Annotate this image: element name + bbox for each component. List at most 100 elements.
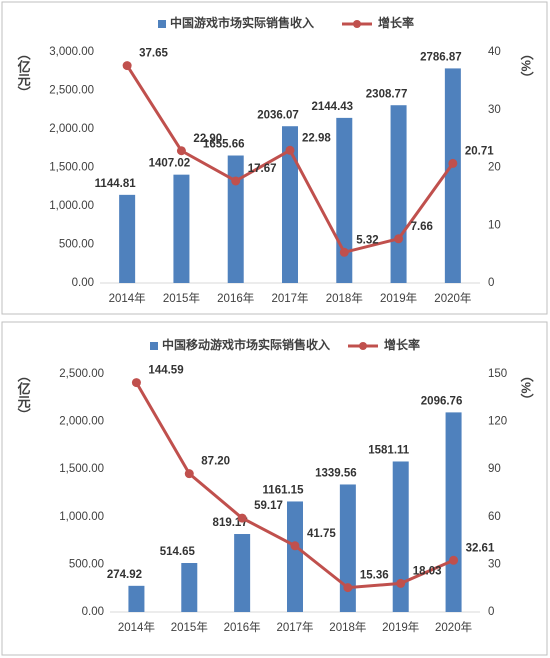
- line-marker: [339, 247, 349, 257]
- bar: [181, 563, 198, 612]
- x-tick-label: 2019年: [382, 620, 419, 634]
- y-tick-label: 2,500.00: [59, 368, 104, 380]
- x-tick-label: 2016年: [217, 291, 254, 305]
- bar-value-label: 274.92: [107, 569, 142, 581]
- bar-value-label: 1339.56: [315, 468, 357, 480]
- y-tick-label: 1,500.00: [59, 463, 104, 475]
- chart-frame: [1, 321, 548, 656]
- y-tick-label: 500.00: [69, 558, 104, 570]
- bar: [390, 105, 407, 284]
- legend-label: 中国游戏市场实际销售收入: [170, 15, 314, 30]
- bar-value-label: 2144.43: [311, 101, 353, 113]
- legend-marker: [359, 342, 367, 350]
- y2-tick-label: 0: [488, 606, 494, 618]
- y2-tick-label: 60: [488, 511, 501, 523]
- line-value-label: 5.32: [356, 234, 378, 246]
- y2-tick-label: 20: [488, 162, 501, 174]
- y-axis-label: （亿元）: [16, 369, 32, 421]
- y-tick-label: 2,000.00: [59, 416, 104, 428]
- bar: [336, 117, 353, 283]
- y-tick-label: 0.00: [72, 277, 94, 289]
- chart-frame: [1, 1, 548, 315]
- line-value-label: 59.17: [254, 500, 283, 512]
- x-tick-label: 2017年: [271, 291, 308, 305]
- line-value-label: 87.20: [201, 456, 230, 468]
- line-marker: [231, 176, 241, 186]
- y2-tick-label: 10: [488, 219, 501, 231]
- bar: [119, 194, 136, 283]
- line-value-label: 17.67: [248, 163, 277, 175]
- x-tick-label: 2020年: [435, 620, 472, 634]
- line-value-label: 15.36: [360, 570, 389, 582]
- line-value-label: 41.75: [307, 528, 336, 540]
- legend-label: 增长率: [384, 337, 420, 352]
- bar: [282, 126, 298, 283]
- legend-marker: [353, 20, 361, 28]
- y-tick-label: 0.00: [82, 606, 104, 618]
- bar: [287, 501, 303, 612]
- bar: [444, 68, 461, 283]
- bar-value-label: 2096.76: [421, 395, 463, 407]
- bar: [339, 484, 356, 612]
- bar-value-label: 1144.81: [95, 178, 137, 190]
- x-tick-label: 2016年: [224, 620, 261, 634]
- bar-value-label: 2036.07: [257, 109, 299, 121]
- y-tick-label: 2,000.00: [49, 123, 94, 135]
- x-tick-label: 2020年: [434, 291, 471, 305]
- x-tick-label: 2014年: [118, 620, 155, 634]
- x-tick-label: 2015年: [163, 291, 200, 305]
- line-marker: [176, 146, 186, 156]
- y-tick-label: 1,000.00: [59, 511, 104, 523]
- bar: [392, 461, 409, 612]
- bar-value-label: 2786.87: [420, 51, 462, 63]
- x-tick-label: 2015年: [171, 620, 208, 634]
- line-marker: [448, 158, 458, 168]
- line-marker: [394, 234, 404, 244]
- line-value-label: 7.66: [411, 221, 433, 233]
- y-axis-label: （亿元）: [16, 47, 32, 99]
- line-value-label: 32.61: [466, 542, 495, 554]
- bar-value-label: 1581.11: [368, 445, 410, 457]
- bar: [445, 412, 462, 612]
- y2-tick-label: 0: [488, 277, 494, 289]
- x-tick-label: 2019年: [380, 291, 417, 305]
- y-tick-label: 3,000.00: [49, 46, 94, 58]
- bar: [128, 585, 145, 612]
- y-tick-label: 1,500.00: [49, 162, 94, 174]
- line-marker: [449, 555, 459, 565]
- line-marker: [237, 513, 247, 523]
- line-marker: [343, 583, 353, 593]
- y-tick-label: 500.00: [59, 239, 94, 251]
- bar-value-label: 1407.02: [149, 158, 191, 170]
- x-tick-label: 2017年: [276, 620, 313, 634]
- bar: [227, 155, 244, 283]
- legend-swatch: [158, 20, 166, 28]
- line-marker: [131, 378, 141, 388]
- bar: [234, 534, 251, 612]
- legend-label: 中国移动游戏市场实际销售收入: [162, 337, 330, 352]
- line-marker: [122, 61, 132, 71]
- line-value-label: 22.90: [193, 133, 222, 145]
- y2-tick-label: 30: [488, 104, 501, 116]
- bar: [173, 174, 190, 283]
- line-marker: [290, 541, 300, 551]
- y2-tick-label: 40: [488, 46, 501, 58]
- line-value-label: 20.71: [465, 145, 494, 157]
- line-marker: [184, 469, 194, 479]
- bar-value-label: 1161.15: [263, 484, 305, 496]
- line-value-label: 144.59: [148, 365, 183, 377]
- y2-tick-label: 90: [488, 463, 501, 475]
- bar-value-label: 514.65: [160, 546, 196, 558]
- y2-tick-label: 120: [488, 416, 507, 428]
- line-marker: [285, 145, 295, 155]
- legend-label: 增长率: [378, 15, 414, 30]
- line-value-label: 37.65: [139, 48, 168, 60]
- bar-value-label: 2308.77: [366, 88, 408, 100]
- y2-tick-label: 30: [488, 558, 501, 570]
- y2-tick-label: 150: [488, 368, 507, 380]
- y-tick-label: 1,000.00: [49, 200, 94, 212]
- line-marker: [396, 578, 406, 588]
- y-tick-label: 2,500.00: [49, 85, 94, 97]
- x-tick-label: 2018年: [329, 620, 366, 634]
